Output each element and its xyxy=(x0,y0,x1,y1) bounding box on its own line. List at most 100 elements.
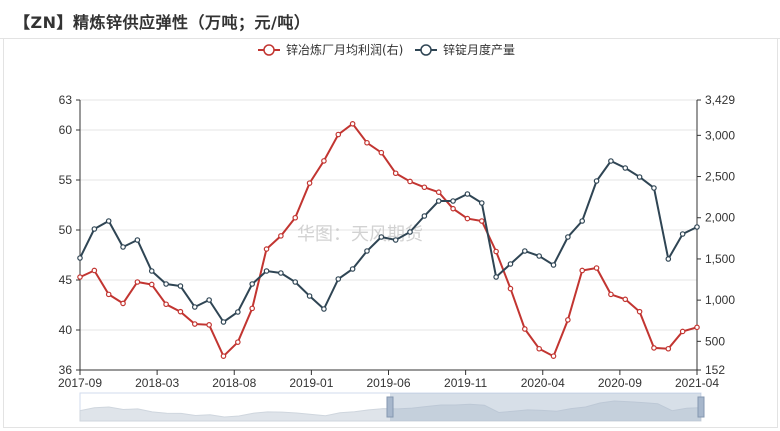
data-point xyxy=(306,180,313,186)
data-point xyxy=(565,317,571,323)
data-point xyxy=(407,229,413,235)
data-point xyxy=(679,231,686,237)
data-point xyxy=(622,296,629,303)
datazoom-handle[interactable] xyxy=(386,396,394,418)
data-point xyxy=(694,324,700,331)
left-tick-label: 55 xyxy=(59,173,73,187)
datazoom-handle[interactable] xyxy=(697,396,705,418)
data-point xyxy=(450,205,456,212)
legend-item[interactable]: 锌锭月度产量 xyxy=(415,42,515,57)
data-point xyxy=(536,253,542,259)
data-point xyxy=(120,300,126,307)
data-point xyxy=(134,237,141,243)
data-point xyxy=(694,224,700,230)
x-tick-label: 2019-01 xyxy=(289,376,333,390)
data-point xyxy=(77,274,83,280)
data-point xyxy=(148,281,155,288)
chart-frame xyxy=(3,39,778,428)
data-point xyxy=(608,158,614,164)
data-point xyxy=(665,345,672,352)
data-point xyxy=(593,178,600,184)
datazoom-selection xyxy=(390,393,701,421)
data-point xyxy=(177,283,184,289)
data-point xyxy=(306,293,313,299)
x-tick-label: 2020-04 xyxy=(521,376,565,390)
legend-label: 锌锭月度产量 xyxy=(443,42,515,57)
data-point xyxy=(435,189,442,195)
data-point xyxy=(235,339,241,345)
data-point xyxy=(105,291,112,298)
data-point xyxy=(278,270,284,276)
data-point xyxy=(392,170,399,177)
data-point xyxy=(191,321,198,327)
page-title: 【ZN】精炼锌供应弹性（万吨；元/吨） xyxy=(14,13,311,32)
data-point xyxy=(665,256,672,262)
data-point xyxy=(435,198,442,204)
data-point xyxy=(579,267,586,274)
data-point xyxy=(593,265,600,271)
data-point xyxy=(91,267,98,274)
data-point xyxy=(206,322,212,328)
legend-swatch-marker xyxy=(420,44,432,56)
axes: 36 40 45 50 55 60 63 152 500 1,000 1,500 2,000 2,500… xyxy=(58,93,735,390)
data-point xyxy=(220,319,227,325)
left-tick-label: 50 xyxy=(59,223,73,237)
data-point xyxy=(550,353,557,359)
data-point xyxy=(263,268,270,274)
data-point xyxy=(522,248,528,254)
data-point xyxy=(478,218,485,224)
data-point xyxy=(464,191,471,197)
data-point xyxy=(407,178,413,185)
data-point xyxy=(235,309,241,315)
data-point xyxy=(292,214,299,221)
right-tick-label: 152 xyxy=(705,363,725,377)
data-point xyxy=(579,218,586,224)
data-point xyxy=(636,174,643,180)
right-tick-label: 2,000 xyxy=(705,211,735,225)
data-point xyxy=(349,266,356,272)
data-point xyxy=(163,281,169,287)
data-point xyxy=(464,215,471,222)
right-tick-label: 1,000 xyxy=(705,293,735,307)
data-point xyxy=(507,261,514,267)
data-point xyxy=(493,274,499,280)
data-point xyxy=(335,276,342,282)
data-point xyxy=(608,291,614,298)
data-point xyxy=(364,248,370,254)
data-point xyxy=(450,198,456,204)
series-lines xyxy=(77,121,700,359)
data-point xyxy=(622,165,629,171)
legend[interactable]: 锌冶炼厂月均利润(右) 锌锭月度产量 xyxy=(258,42,515,57)
data-point xyxy=(278,233,284,239)
data-point xyxy=(249,305,255,312)
x-tick-label: 2021-04 xyxy=(675,376,719,390)
right-tick-label: 2,500 xyxy=(705,170,735,184)
legend-item[interactable]: 锌冶炼厂月均利润(右) xyxy=(258,42,403,57)
left-tick-label: 45 xyxy=(59,273,73,287)
data-point xyxy=(191,304,198,310)
data-point xyxy=(77,255,83,261)
data-point xyxy=(378,234,385,240)
data-point xyxy=(91,226,98,232)
data-point xyxy=(134,279,141,285)
data-point xyxy=(392,237,399,243)
legend-swatch-marker xyxy=(263,44,275,56)
datazoom-slider[interactable] xyxy=(79,392,705,422)
data-point xyxy=(177,308,184,315)
series-line xyxy=(79,159,698,324)
data-point xyxy=(636,308,643,315)
data-point xyxy=(263,246,270,252)
left-tick-label: 36 xyxy=(59,363,73,377)
left-tick-label: 60 xyxy=(59,123,73,137)
right-tick-label: 500 xyxy=(705,334,725,348)
x-tick-label: 2018-08 xyxy=(212,376,256,390)
data-point xyxy=(507,285,514,292)
data-point xyxy=(522,326,528,332)
right-tick-label: 3,429 xyxy=(705,93,735,107)
data-point xyxy=(478,200,485,206)
data-point xyxy=(493,248,499,255)
x-tick-label: 2017-09 xyxy=(58,376,102,390)
right-tick-label: 1,500 xyxy=(705,252,735,266)
data-point xyxy=(421,184,428,191)
